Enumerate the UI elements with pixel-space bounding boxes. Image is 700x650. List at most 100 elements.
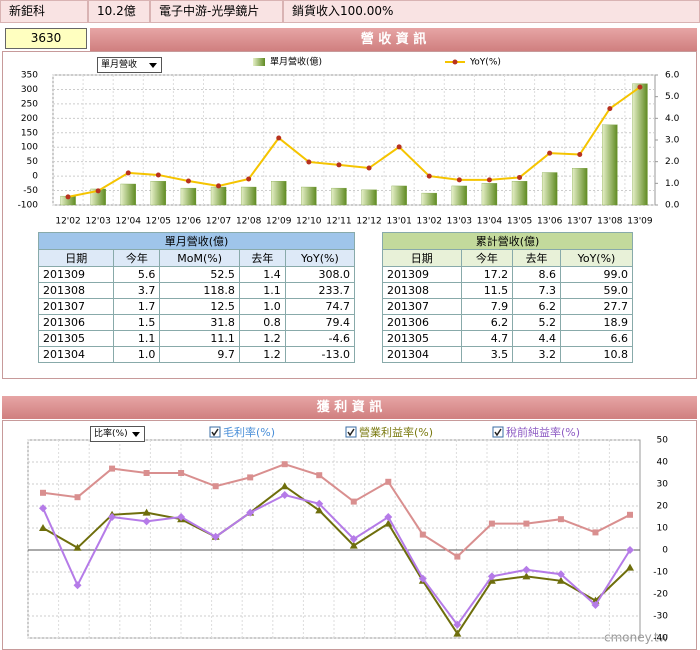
y-tick-label: 0 (32, 172, 38, 182)
point (626, 546, 634, 554)
data-row: 201305 1.1 11.1 1.2 -4.6 (37, 330, 356, 347)
point (280, 482, 289, 490)
legend-check (347, 428, 355, 437)
point (125, 170, 131, 176)
series-line (42, 484, 631, 636)
y-tick-label: -10 (653, 568, 668, 578)
y2-tick-label: 2.0 (665, 157, 680, 167)
revenue-selector[interactable]: 單月營收 (97, 57, 162, 73)
cell: 1.2 (238, 330, 286, 347)
cell: 11.5 (460, 282, 514, 299)
y-tick-label: 100 (21, 143, 38, 153)
x-tick-label: 12'12 (356, 217, 381, 227)
cell: -4.6 (284, 330, 356, 347)
point (246, 176, 252, 182)
monthly-table: 單月營收(億) 日期 今年 MoM(%) 去年 YoY(%) 201309 5.6 52.5 1.… (37, 232, 356, 363)
legend-label: YoY(%) (469, 58, 501, 68)
cell: 6.6 (559, 330, 634, 347)
cell: 3.5 (460, 346, 514, 363)
point (39, 504, 47, 513)
column-row: 日期 今年 去年 YoY(%) (382, 249, 634, 267)
point (556, 570, 565, 579)
point (315, 499, 324, 508)
data-row: 201307 1.7 12.5 1.0 74.7 (37, 298, 356, 315)
cell: 11.1 (159, 330, 240, 347)
bar (180, 187, 197, 206)
point (73, 581, 82, 590)
cell: 31.8 (159, 314, 240, 331)
point (109, 465, 116, 472)
y2-tick-label: 1.0 (665, 179, 680, 189)
y2-tick-label: 6.0 (665, 71, 680, 81)
column-header: 日期 (37, 249, 115, 267)
point (177, 513, 186, 521)
cell: 201304 (382, 346, 462, 363)
point (454, 553, 461, 560)
profit-selector[interactable]: 比率(%) (90, 426, 145, 442)
point (142, 517, 151, 526)
y-tick-label: 200 (21, 114, 38, 124)
cell: 3.7 (113, 282, 161, 299)
y-tick-label: 350 (21, 71, 38, 81)
x-tick-label: 12'04 (116, 217, 142, 227)
cell: 201309 (37, 266, 115, 283)
column-header: 今年 (460, 249, 514, 267)
data-row: 201306 6.2 5.2 18.9 (382, 314, 634, 331)
cell: 5.2 (512, 314, 561, 331)
point (547, 150, 553, 156)
point (384, 513, 393, 521)
cell: 1.1 (113, 330, 161, 347)
data-row: 201308 3.7 118.8 1.1 233.7 (37, 282, 356, 299)
point (453, 629, 462, 637)
y-tick-label: 20 (657, 502, 669, 512)
point (366, 165, 372, 171)
legend-check (211, 428, 219, 437)
y2-tick-label: 4.0 (665, 114, 680, 124)
data-row: 201305 4.7 4.4 6.6 (382, 330, 634, 347)
column-row: 日期 今年 MoM(%) 去年 YoY(%) (37, 249, 356, 267)
column-header: YoY(%) (559, 249, 634, 267)
cell: 118.8 (159, 282, 240, 299)
point (384, 519, 393, 527)
point (626, 563, 634, 571)
cell: 99.0 (559, 266, 634, 283)
point (591, 601, 600, 609)
point (396, 144, 402, 150)
point (178, 470, 185, 476)
x-tick-label: 12'03 (85, 217, 110, 227)
cell: 27.7 (559, 298, 634, 315)
data-row: 201308 11.5 7.3 59.0 (382, 282, 634, 299)
series-line (67, 86, 641, 198)
point (426, 173, 432, 179)
point (456, 177, 462, 183)
legend-label: 稅前純益率(%) (506, 425, 580, 439)
x-tick-label: 12'07 (206, 217, 231, 227)
cell: 233.7 (284, 282, 356, 299)
point (212, 483, 219, 490)
revenue-panel (2, 51, 697, 379)
bar (421, 192, 437, 206)
point (143, 470, 150, 476)
point (523, 520, 530, 527)
bar (391, 185, 407, 206)
series-line (42, 493, 631, 627)
point (385, 478, 392, 485)
y-tick-label: -20 (653, 590, 668, 600)
y-tick-label: 30 (657, 480, 669, 490)
cell: 7.3 (512, 282, 561, 299)
point (418, 574, 427, 583)
cell: 1.0 (113, 346, 161, 363)
legend-checkbox (209, 426, 221, 438)
cell: 5.6 (113, 266, 161, 283)
point (557, 516, 564, 523)
cell: 12.5 (159, 298, 240, 315)
point (73, 543, 82, 551)
cell: 201305 (37, 330, 115, 347)
cell: 201308 (382, 282, 462, 299)
x-tick-label: 12'06 (176, 217, 202, 227)
profit-header: 獲 利 資 訊 (2, 396, 697, 419)
x-tick-label: 13'04 (477, 217, 503, 227)
bar (150, 181, 167, 206)
stock-code-input[interactable]: 3630 (5, 28, 87, 49)
point (486, 177, 492, 183)
